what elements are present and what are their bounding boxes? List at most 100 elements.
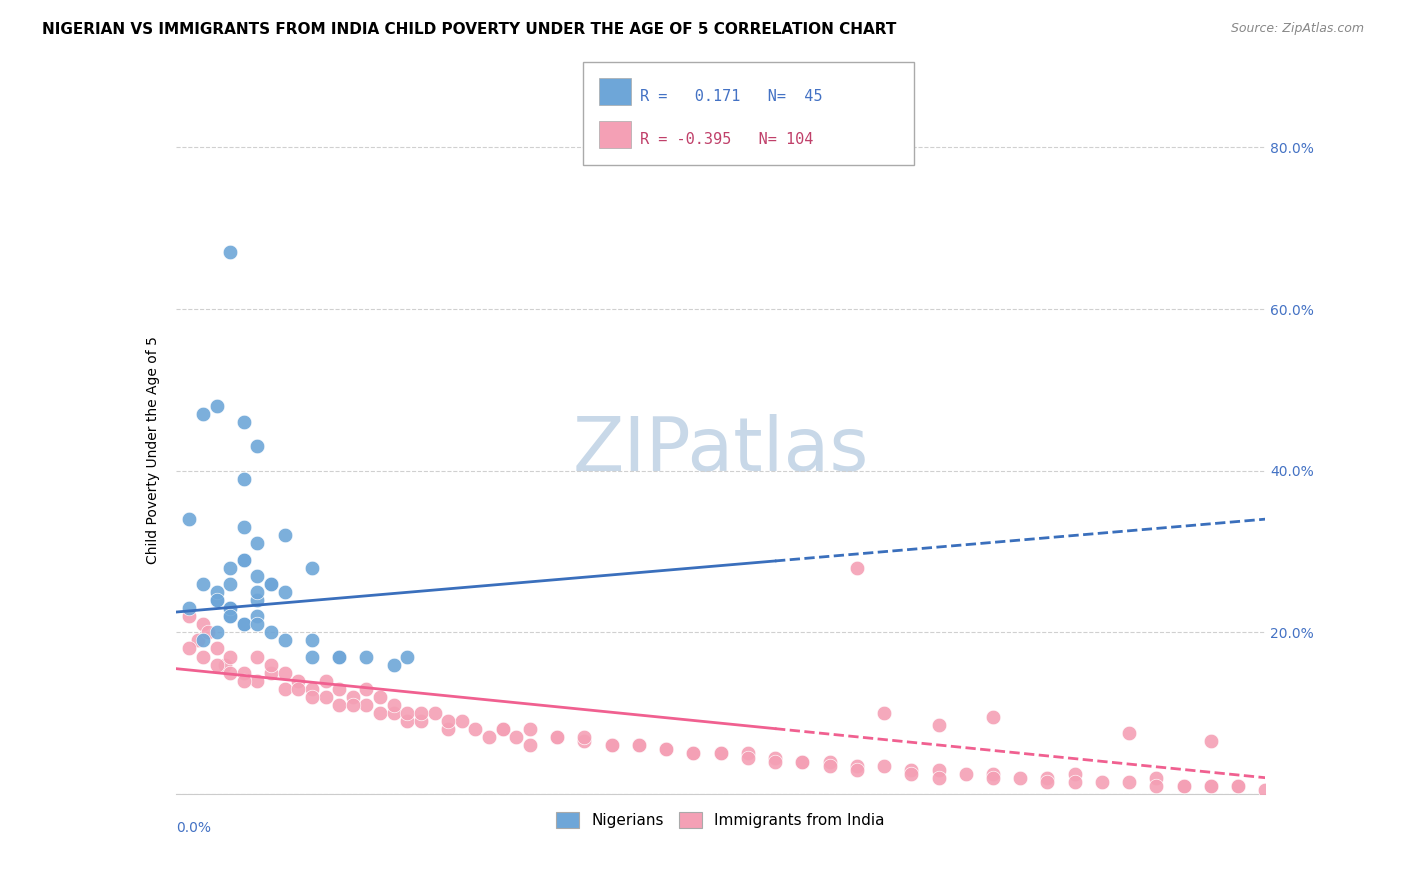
Point xyxy=(1091,774,1114,789)
Point xyxy=(1118,726,1140,740)
Point xyxy=(260,576,283,591)
Point xyxy=(450,714,472,728)
Point xyxy=(792,755,814,769)
Point xyxy=(246,649,269,664)
Point xyxy=(191,617,214,632)
Point xyxy=(464,723,486,737)
Point xyxy=(197,625,219,640)
Point xyxy=(655,742,678,756)
Point xyxy=(1010,771,1032,785)
Point xyxy=(682,747,704,761)
Point xyxy=(287,673,309,688)
Point xyxy=(409,706,432,720)
Point xyxy=(368,690,391,704)
Text: R =   0.171   N=  45: R = 0.171 N= 45 xyxy=(640,89,823,104)
Point xyxy=(600,739,623,753)
Point xyxy=(396,649,419,664)
Point xyxy=(219,649,242,664)
Point xyxy=(710,747,733,761)
Point xyxy=(928,763,950,777)
Point xyxy=(246,617,269,632)
Point xyxy=(274,665,297,680)
Point xyxy=(219,609,242,624)
Point xyxy=(492,723,515,737)
Point xyxy=(328,649,350,664)
Point xyxy=(356,698,378,712)
Point xyxy=(246,585,269,599)
Point xyxy=(232,552,254,566)
Text: NIGERIAN VS IMMIGRANTS FROM INDIA CHILD POVERTY UNDER THE AGE OF 5 CORRELATION C: NIGERIAN VS IMMIGRANTS FROM INDIA CHILD … xyxy=(42,22,897,37)
Point xyxy=(1227,779,1250,793)
Text: Source: ZipAtlas.com: Source: ZipAtlas.com xyxy=(1230,22,1364,36)
Point xyxy=(396,706,419,720)
Point xyxy=(232,617,254,632)
Point xyxy=(546,731,568,745)
Point xyxy=(928,771,950,785)
Point xyxy=(1173,779,1195,793)
Point xyxy=(1199,779,1222,793)
Point xyxy=(818,758,841,772)
Point xyxy=(179,601,201,615)
Point xyxy=(873,758,896,772)
Point xyxy=(205,593,228,607)
Point xyxy=(1036,771,1059,785)
Point xyxy=(287,681,309,696)
Point xyxy=(546,731,568,745)
Point xyxy=(574,731,596,745)
Point xyxy=(246,673,269,688)
Point xyxy=(382,706,405,720)
Point xyxy=(274,528,297,542)
Point xyxy=(1063,774,1085,789)
Point xyxy=(492,723,515,737)
Point xyxy=(205,641,228,656)
Point xyxy=(1199,734,1222,748)
Text: R = -0.395   N= 104: R = -0.395 N= 104 xyxy=(640,132,813,147)
Point xyxy=(600,739,623,753)
Point xyxy=(274,633,297,648)
Point xyxy=(478,731,501,745)
Point xyxy=(328,649,350,664)
Point xyxy=(191,576,214,591)
Point xyxy=(1063,766,1085,780)
Point xyxy=(301,633,323,648)
Point xyxy=(845,758,868,772)
Point xyxy=(179,512,201,526)
Point xyxy=(682,747,704,761)
Point xyxy=(179,641,201,656)
Point xyxy=(627,739,650,753)
Point xyxy=(1173,779,1195,793)
Point xyxy=(519,723,541,737)
Point xyxy=(179,609,201,624)
Point xyxy=(981,710,1004,724)
Point xyxy=(232,665,254,680)
Point xyxy=(191,633,214,648)
Point xyxy=(205,593,228,607)
Point xyxy=(900,766,922,780)
Point xyxy=(191,649,214,664)
Point xyxy=(574,734,596,748)
Point xyxy=(845,763,868,777)
Point xyxy=(219,601,242,615)
Point xyxy=(356,649,378,664)
Point xyxy=(873,706,896,720)
Point xyxy=(356,681,378,696)
Point xyxy=(219,560,242,574)
Point xyxy=(301,681,323,696)
Point xyxy=(260,657,283,672)
Point xyxy=(763,755,786,769)
Point xyxy=(205,657,228,672)
Point xyxy=(214,657,236,672)
Point xyxy=(519,739,541,753)
Point xyxy=(423,706,446,720)
Point xyxy=(1227,779,1250,793)
Point xyxy=(219,665,242,680)
Point xyxy=(205,399,228,413)
Point xyxy=(818,755,841,769)
Point xyxy=(981,766,1004,780)
Point xyxy=(382,657,405,672)
Point xyxy=(396,714,419,728)
Point xyxy=(232,552,254,566)
Point xyxy=(260,665,283,680)
Point xyxy=(1144,771,1167,785)
Point xyxy=(232,673,254,688)
